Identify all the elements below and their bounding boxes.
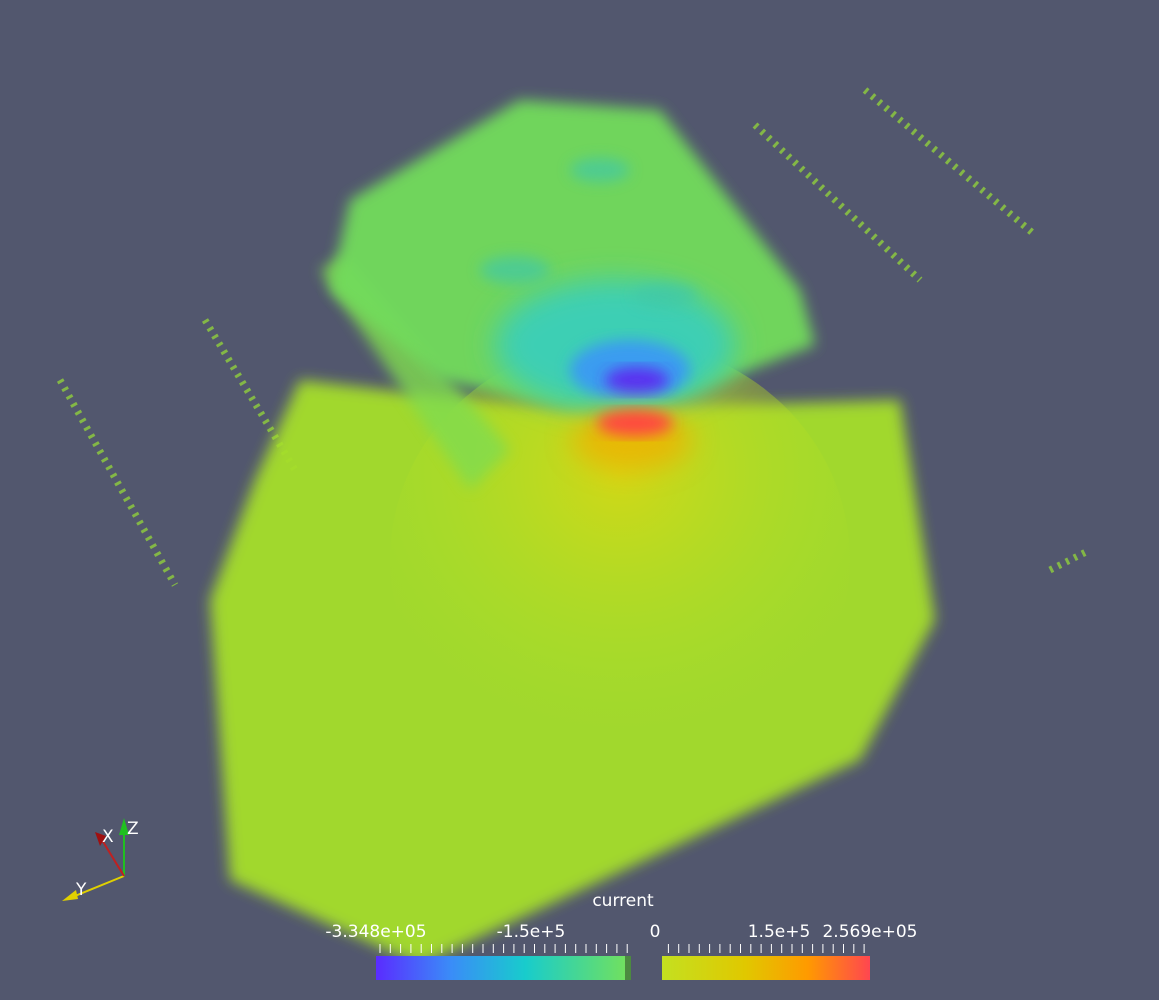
x-arrow [95,832,106,846]
orientation-axes: X Z Y [62,818,139,901]
blob [480,256,550,284]
y-arrow [62,890,78,901]
blobs [480,158,697,307]
blob [570,158,630,182]
legend-bar-zero [625,956,631,980]
legend-bar-negative [376,956,625,980]
sample-line [56,378,179,587]
sample-line [752,122,923,283]
legend-label: -3.348e+05 [325,922,426,942]
z-label: Z [127,819,139,839]
negative-peak [605,367,669,393]
z-arrow [119,818,129,835]
legend-label: 2.569e+05 [822,922,917,942]
blob [633,283,697,307]
legend-label: -1.5e+5 [497,922,566,942]
color-legend: current -3.348e+05 -1.5e+5 0 1.5e+5 2.56… [325,891,918,980]
legend-label: 0 [650,922,661,942]
legend-title: current [592,891,654,911]
sample-line [862,87,1038,238]
sample-line [1048,546,1092,574]
x-axis [101,839,125,877]
legend-bar-positive [662,956,870,980]
volume [56,87,1092,965]
legend-label: 1.5e+5 [748,922,811,942]
positive-peak [597,410,673,436]
y-label: Y [75,880,87,900]
y-axis [69,875,125,899]
x-label: X [102,827,114,847]
legend-ticks [379,944,865,953]
